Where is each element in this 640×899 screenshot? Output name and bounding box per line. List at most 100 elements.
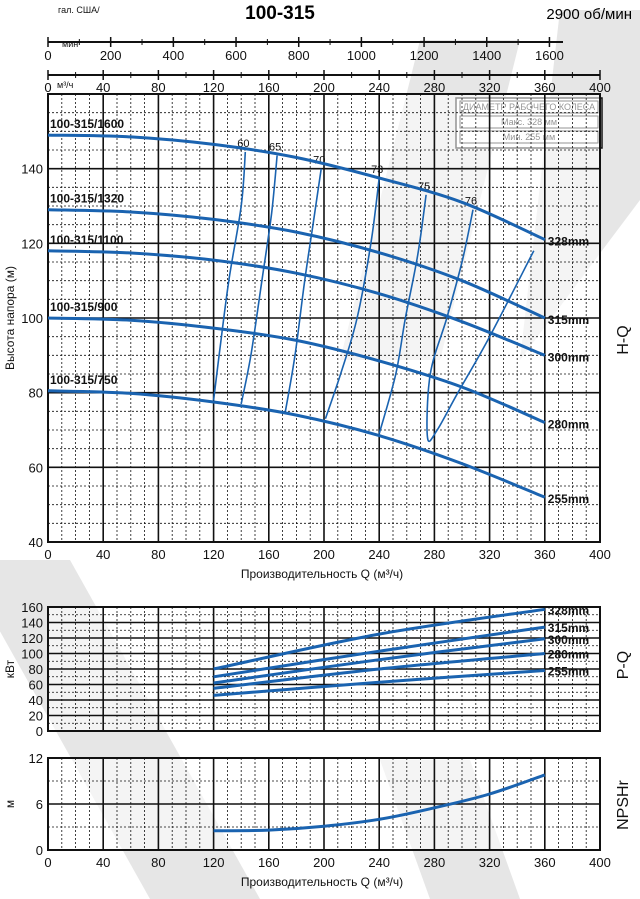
x-tick-label: 280: [424, 547, 446, 562]
x-tick-label: 80: [151, 855, 165, 870]
x-tick-label: 240: [368, 855, 390, 870]
pq-curve-315mm: [213, 625, 546, 679]
hq-curve-300mm: [47, 249, 546, 357]
m3h-tick-label: 80: [151, 80, 165, 95]
m3h-unit-label: м³/ч: [57, 80, 74, 90]
y-tick-label: 80: [29, 662, 43, 677]
m3h-tick-label: 280: [424, 80, 446, 95]
hq-curve-label-328mm: 328mm: [548, 235, 589, 249]
m3h-tick-label: 400: [589, 80, 611, 95]
npsh-curve: [213, 773, 546, 833]
y-tick-label: 100: [21, 647, 43, 662]
x-tick-label: 120: [203, 547, 225, 562]
pq-side-label: P-Q: [615, 651, 632, 679]
x-tick-label: 0: [44, 547, 51, 562]
pq-curve-label-300mm: 300mm: [548, 633, 589, 647]
x-tick-label: 40: [96, 547, 110, 562]
x-tick-label: 200: [313, 855, 335, 870]
efficiency-label-65: 65: [269, 142, 281, 154]
x-tick-label: 40: [96, 855, 110, 870]
y-tick-label: 60: [29, 460, 43, 475]
y-tick-label: 140: [21, 616, 43, 631]
x-tick-label: 360: [534, 547, 556, 562]
x-tick-label: 400: [589, 855, 611, 870]
m3h-tick-label: 160: [258, 80, 280, 95]
pq-curve-328mm: [213, 607, 546, 671]
efficiency-line-75: [378, 194, 427, 434]
hq-curve-315mm: [47, 208, 546, 320]
npsh-side-label: NPSHr: [615, 779, 632, 829]
y-tick-label: 0: [36, 843, 43, 858]
x-tick-label: 160: [258, 547, 280, 562]
usgpm-tick-label: 600: [225, 48, 247, 63]
efficiency-line-73: [324, 177, 380, 420]
m3h-tick-label: 360: [534, 80, 556, 95]
efficiency-line-76: [426, 209, 535, 443]
pq-curve-280mm: [213, 652, 545, 690]
x-tick-label: 320: [479, 855, 501, 870]
y-tick-label: 60: [29, 678, 43, 693]
m3h-tick-label: 320: [479, 80, 501, 95]
usgpm-tick-label: 1200: [410, 48, 439, 63]
m3h-tick-label: 240: [368, 80, 390, 95]
x-tick-label: 120: [203, 855, 225, 870]
hq-curve-label-300mm: 300mm: [548, 350, 589, 364]
x-tick-label: 160: [258, 855, 280, 870]
x-tick-label: 80: [151, 547, 165, 562]
usgpm-tick-label: 200: [100, 48, 122, 63]
usgpm-tick-label: 1000: [347, 48, 376, 63]
hq-curve-tag: 100-315/1320: [50, 192, 124, 206]
usgpm-tick-label: 0: [44, 48, 51, 63]
y-tick-label: 120: [21, 631, 43, 646]
y-tick-label: 12: [29, 751, 43, 766]
hq-curve-tag: 100-315/900: [50, 300, 118, 314]
y-tick-label: 20: [29, 709, 43, 724]
usgpm-unit-label-2: мин: [62, 39, 78, 49]
efficiency-line-65: [240, 155, 278, 405]
hq-curve-label-280mm: 280mm: [548, 418, 589, 432]
usgpm-tick-label: 1600: [535, 48, 564, 63]
efficiency-line-70: [284, 168, 322, 412]
hq-curve-label-255mm: 255mm: [548, 492, 589, 506]
usgpm-unit-label: гал. США/: [58, 5, 100, 15]
x-tick-label: 240: [368, 547, 390, 562]
y-axis-label: м: [3, 800, 17, 808]
x-axis-label: Производительность Q (м³/ч): [241, 875, 403, 889]
x-tick-label: 200: [313, 547, 335, 562]
y-tick-label: 80: [29, 386, 43, 401]
usgpm-tick-label: 800: [288, 48, 310, 63]
pq-curve-255mm: [213, 669, 545, 697]
m3h-tick-label: 40: [96, 80, 110, 95]
hq-curve-tag: 100-315/1100: [50, 233, 124, 247]
y-tick-label: 40: [29, 693, 43, 708]
y-tick-label: 0: [36, 724, 43, 739]
efficiency-label-73: 73: [371, 164, 383, 176]
y-tick-label: 100: [21, 311, 43, 326]
m3h-tick-label: 0: [44, 80, 51, 95]
x-tick-label: 0: [44, 855, 51, 870]
y-axis-label: Высота напора (м): [3, 266, 17, 370]
m3h-tick-label: 120: [203, 80, 225, 95]
efficiency-line-60: [212, 151, 247, 401]
y-axis-label: кВт: [3, 659, 17, 678]
usgpm-tick-label: 1400: [472, 48, 501, 63]
speed-label: 2900 об/мин: [546, 6, 632, 23]
plot-frame: [47, 757, 601, 851]
pq-curve-label-255mm: 255mm: [548, 665, 589, 679]
plot-frame: [47, 606, 601, 732]
x-axis-label: Производительность Q (м³/ч): [241, 567, 403, 581]
pq-curve-300mm: [213, 637, 545, 685]
pq-curve-label-328mm: 328mm: [548, 603, 589, 617]
pq-panel: 020406080100120140160кВт328mm315mm300mm2…: [3, 600, 632, 739]
x-tick-label: 280: [424, 855, 446, 870]
usgpm-tick-label: 400: [163, 48, 185, 63]
pq-curve-label-315mm: 315mm: [548, 621, 589, 635]
chart-title: 100-315: [245, 3, 315, 24]
y-tick-label: 6: [36, 797, 43, 812]
hq-curve-tag: 100-315/1600: [50, 117, 124, 131]
hq-side-label: H-Q: [615, 325, 632, 354]
